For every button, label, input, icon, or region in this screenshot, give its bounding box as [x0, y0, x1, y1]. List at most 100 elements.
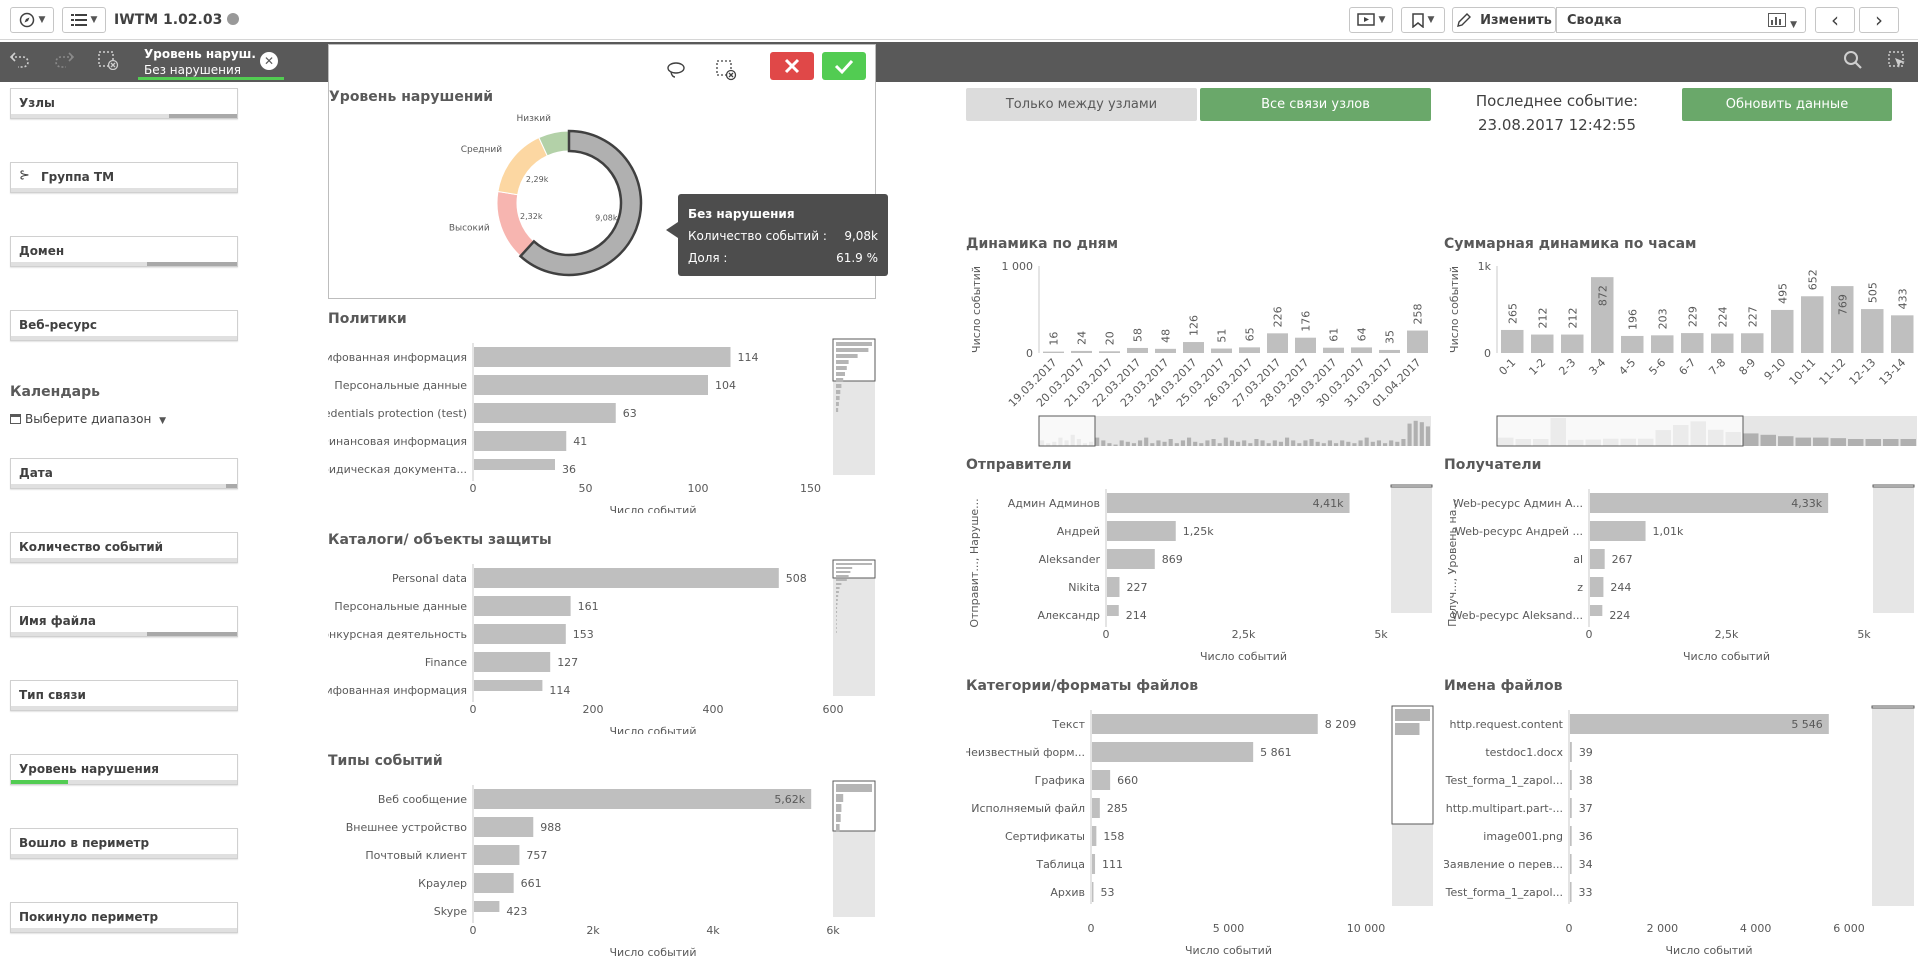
column[interactable]: [1127, 347, 1148, 353]
edit-button[interactable]: Изменить: [1452, 7, 1556, 33]
column[interactable]: [1295, 337, 1316, 353]
receivers-bar-chart[interactable]: Web-ресурс Админ А... 4,33k Web-ресурс Анд…: [1444, 479, 1918, 669]
donut-slice-4[interactable]: [518, 129, 643, 277]
bar[interactable]: [1092, 742, 1254, 762]
cancel-selection-button[interactable]: [770, 52, 814, 80]
catalogs-bar-chart[interactable]: Personal data 508 Персональные данные 161 Ко…: [328, 554, 876, 734]
bar[interactable]: [474, 652, 551, 672]
bar[interactable]: [1092, 882, 1094, 902]
column[interactable]: [1501, 329, 1524, 353]
bar[interactable]: [474, 624, 566, 644]
bar[interactable]: [1107, 493, 1350, 513]
column[interactable]: [1861, 309, 1884, 353]
bar[interactable]: [1570, 798, 1572, 818]
column[interactable]: [1741, 333, 1764, 353]
bar[interactable]: [474, 845, 520, 865]
column[interactable]: [1099, 351, 1120, 353]
column[interactable]: [1155, 348, 1176, 353]
column[interactable]: [1651, 335, 1674, 353]
story-button[interactable]: ▼: [1349, 7, 1393, 33]
bar[interactable]: [1107, 521, 1176, 541]
column[interactable]: [1621, 335, 1644, 353]
bar[interactable]: [474, 680, 543, 691]
filter-pane-8[interactable]: Тип связи: [10, 680, 238, 711]
navigation-menu-button[interactable]: ▼: [10, 7, 54, 33]
file-categories-bar-chart[interactable]: Текст 8 209 Неизвестный форм... 5 861 График…: [966, 700, 1434, 969]
filter-pane-4[interactable]: Веб-ресурс: [10, 310, 238, 341]
filter-pane-9[interactable]: Уровень нарушения: [10, 754, 238, 785]
mini-chart-window[interactable]: [1038, 415, 1096, 447]
bar[interactable]: [1570, 742, 1572, 762]
bar[interactable]: [1107, 549, 1155, 569]
file-names-bar-chart[interactable]: http.request.content 5 546 testdoc1.docx 39…: [1444, 700, 1918, 969]
bar[interactable]: [474, 817, 534, 837]
event-types-bar-chart[interactable]: Веб сообщение 5,62k Внешнее устройство 988 П…: [328, 775, 876, 969]
mini-chart-scrollbar[interactable]: [1872, 706, 1914, 906]
bar[interactable]: [1570, 826, 1572, 846]
policies-bar-chart[interactable]: Грифованная информация 114 Персональные да…: [328, 333, 876, 513]
bar[interactable]: [474, 596, 571, 616]
sheet-selector[interactable]: Сводка ▼: [1556, 7, 1806, 33]
bar[interactable]: [474, 873, 514, 893]
clear-all-selections-icon[interactable]: [96, 50, 120, 74]
bar[interactable]: [474, 568, 779, 588]
donut-slice-2[interactable]: [497, 136, 548, 196]
column[interactable]: [1351, 347, 1372, 353]
clear-selection-icon[interactable]: [713, 57, 739, 83]
confirm-selection-button[interactable]: [822, 52, 866, 80]
filter-pane-1[interactable]: Узлы: [10, 88, 238, 119]
bar[interactable]: [1107, 605, 1119, 616]
column[interactable]: [1407, 330, 1428, 353]
column[interactable]: [1711, 333, 1734, 353]
column[interactable]: [1531, 334, 1554, 353]
senders-bar-chart[interactable]: Админ Админов 4,41k Андрей 1,25k Aleksander 8…: [966, 479, 1434, 669]
filter-pane-2[interactable]: Группа ТМ ⊱: [10, 162, 238, 193]
column[interactable]: [1771, 309, 1794, 353]
column[interactable]: [1211, 348, 1232, 353]
close-icon[interactable]: ✕: [260, 52, 278, 70]
bar[interactable]: [1590, 521, 1646, 541]
bar[interactable]: [1092, 770, 1111, 790]
selection-chip-violation-level[interactable]: Уровень наруш... Без нарушения ✕: [138, 44, 284, 80]
bar[interactable]: [474, 403, 616, 423]
bar[interactable]: [1570, 854, 1572, 874]
bar[interactable]: [1107, 577, 1120, 597]
filter-pane-10[interactable]: Вошло в периметр: [10, 828, 238, 859]
refresh-data-button[interactable]: Обновить данные: [1682, 88, 1892, 121]
lasso-icon[interactable]: [663, 57, 689, 83]
between-nodes-button[interactable]: Только между узлами: [966, 88, 1197, 121]
bar[interactable]: [1570, 714, 1829, 734]
bar[interactable]: [1092, 826, 1097, 846]
selections-tool-icon[interactable]: [1885, 50, 1909, 74]
column[interactable]: [1681, 333, 1704, 353]
mini-chart-window[interactable]: [1390, 484, 1433, 488]
bar[interactable]: [1092, 854, 1096, 874]
column[interactable]: [1239, 347, 1260, 353]
bar[interactable]: [474, 375, 708, 395]
global-menu-button[interactable]: ▼: [62, 7, 106, 33]
bar[interactable]: [1590, 577, 1604, 597]
filter-pane-5[interactable]: Дата: [10, 458, 238, 489]
bar[interactable]: [1092, 714, 1318, 734]
hourly-dynamics-chart[interactable]: 0 1k Число событий 265 0-1 212 1-2 212 2-3 872 3-4…: [1444, 258, 1918, 448]
step-back-icon[interactable]: [8, 50, 32, 74]
mini-chart-scrollbar[interactable]: [1391, 485, 1432, 613]
column[interactable]: [1043, 351, 1064, 353]
bar[interactable]: [474, 431, 567, 451]
date-range-picker[interactable]: Выберите диапазон ▼: [10, 412, 166, 426]
step-forward-icon[interactable]: [52, 50, 76, 74]
mini-chart-scrollbar[interactable]: [1873, 485, 1914, 613]
filter-pane-7[interactable]: Имя файла: [10, 606, 238, 637]
filter-pane-3[interactable]: Домен: [10, 236, 238, 267]
mini-chart-window[interactable]: [1871, 705, 1915, 709]
search-icon[interactable]: [1841, 50, 1865, 74]
bar[interactable]: [1590, 549, 1605, 569]
bar[interactable]: [474, 789, 812, 809]
bar[interactable]: [1590, 493, 1829, 513]
bar[interactable]: [1092, 798, 1100, 818]
column[interactable]: [1267, 333, 1288, 353]
filter-pane-11[interactable]: Покинуло периметр: [10, 902, 238, 933]
bookmarks-button[interactable]: ▼: [1401, 7, 1445, 33]
column[interactable]: [1071, 350, 1092, 353]
all-node-links-button[interactable]: Все связи узлов: [1200, 88, 1431, 121]
